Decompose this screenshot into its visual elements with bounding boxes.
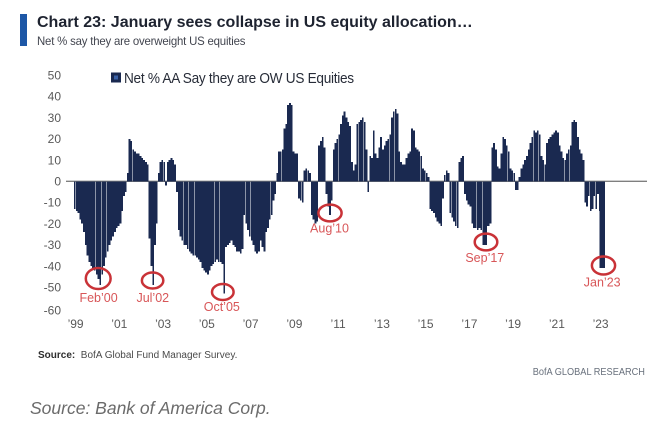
svg-text:-40: -40 [44, 259, 62, 273]
svg-text:-30: -30 [44, 238, 62, 252]
svg-text:’99: ’99 [68, 317, 84, 331]
svg-text:’09: ’09 [286, 317, 302, 331]
svg-text:40: 40 [48, 90, 62, 104]
svg-text:’21: ’21 [549, 317, 565, 331]
svg-text:Sep’17: Sep’17 [465, 251, 504, 265]
svg-text:’03: ’03 [155, 317, 171, 331]
svg-text:-20: -20 [44, 217, 62, 231]
svg-text:50: 50 [48, 69, 62, 83]
svg-text:Aug’10: Aug’10 [310, 222, 349, 236]
svg-text:’07: ’07 [243, 317, 259, 331]
svg-text:Net % AA Say they are OW US Eq: Net % AA Say they are OW US Equities [124, 70, 354, 86]
svg-text:Jul’02: Jul’02 [136, 291, 169, 305]
svg-text:10: 10 [48, 153, 62, 167]
svg-text:’01: ’01 [111, 317, 127, 331]
svg-text:30: 30 [48, 111, 62, 125]
svg-text:’05: ’05 [199, 317, 215, 331]
svg-text:-60: -60 [44, 304, 62, 318]
svg-text:’15: ’15 [418, 317, 434, 331]
svg-text:Jan’23: Jan’23 [584, 276, 621, 290]
svg-text:’23: ’23 [593, 317, 609, 331]
svg-text:Feb’00: Feb’00 [79, 291, 117, 305]
svg-text:0: 0 [54, 175, 61, 189]
svg-text:Oct’05: Oct’05 [204, 300, 240, 314]
svg-text:’13: ’13 [374, 317, 390, 331]
svg-text:20: 20 [48, 132, 62, 146]
svg-text:’17: ’17 [461, 317, 477, 331]
svg-text:’19: ’19 [505, 317, 521, 331]
svg-text:-50: -50 [44, 281, 62, 295]
svg-text:’11: ’11 [331, 317, 346, 331]
svg-text:-10: -10 [44, 196, 62, 210]
